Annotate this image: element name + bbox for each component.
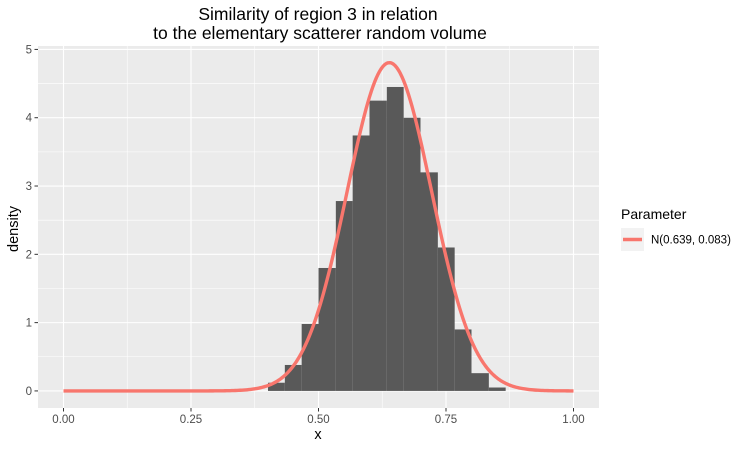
y-tick-label: 1	[26, 318, 32, 330]
legend-title: Parameter	[621, 206, 687, 222]
y-tick-label: 0	[26, 386, 32, 398]
histogram-bar	[488, 387, 506, 391]
histogram-bar	[454, 329, 472, 391]
y-tick-label: 2	[26, 249, 32, 261]
density-curve-line	[63, 60, 574, 393]
x-axis-ticks: 0.00 0.25 0.50 0.75 1.00	[52, 408, 585, 426]
histogram-bar	[352, 135, 370, 391]
histogram-bar	[437, 247, 455, 391]
x-tick-label: 0.00	[52, 414, 74, 426]
x-tick-label: 1.00	[562, 414, 584, 426]
histogram-bar	[386, 86, 404, 391]
y-axis-title: density	[6, 205, 22, 252]
y-axis-ticks: 0 1 2 3 4 5	[26, 44, 38, 398]
histogram-bar	[471, 373, 489, 391]
histogram-bar	[403, 117, 421, 391]
x-tick-label: 0.75	[435, 414, 457, 426]
histogram-bar	[420, 172, 438, 391]
histogram-bar	[318, 267, 336, 391]
histogram-bar	[369, 100, 387, 391]
y-tick-label: 3	[26, 181, 32, 193]
histogram-bar	[335, 201, 353, 391]
y-tick-label: 5	[26, 44, 32, 56]
histogram-bar	[268, 382, 285, 391]
x-axis-title: x	[314, 427, 322, 443]
x-tick-label: 0.50	[307, 414, 329, 426]
histogram-bar	[284, 364, 302, 391]
legend: Parameter N(0.639, 0.083)	[621, 206, 731, 251]
chart-title-line-1: Similarity of region 3 in relation	[198, 4, 437, 24]
y-tick-label: 4	[26, 113, 33, 125]
x-tick-label: 0.25	[180, 414, 202, 426]
chart-title-line-2: to the elementary scatterer random volum…	[153, 23, 487, 43]
legend-label-normal: N(0.639, 0.083)	[651, 235, 731, 247]
